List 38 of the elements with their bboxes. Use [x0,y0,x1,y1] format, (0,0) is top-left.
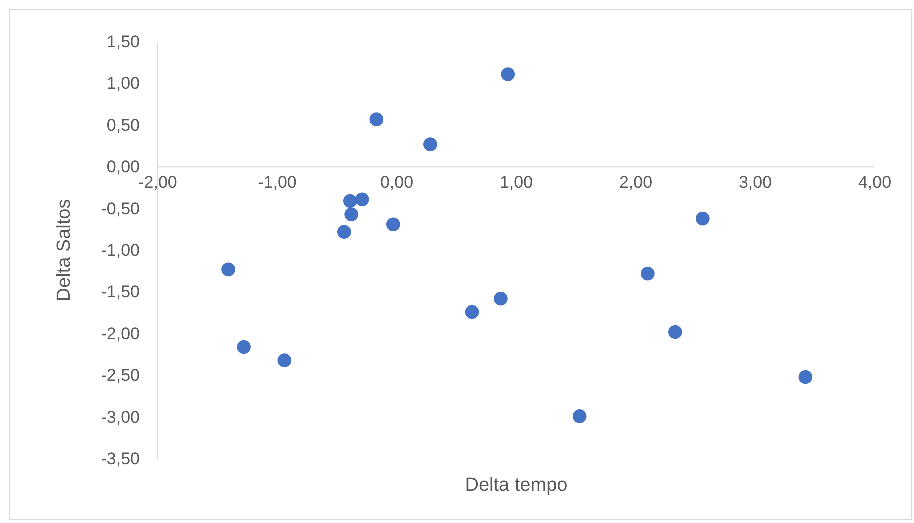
point [641,266,655,281]
x-tick-label: 1,00 [500,173,534,192]
y-tick-label: 1,50 [106,32,140,52]
point [798,370,813,384]
y-tick-label: -1,50 [101,282,140,302]
point [501,68,516,82]
y-tick-label: -3,50 [101,449,140,468]
y-tick-label: -2,00 [101,324,140,344]
point [344,208,358,222]
x-tick-label: 0,00 [380,173,414,192]
y-tick-label: 0,50 [106,116,140,135]
x-axis-title: Delta tempo [465,475,568,496]
point [494,292,508,306]
y-tick-label: 0,00 [106,158,140,177]
point [386,218,400,232]
point [668,325,682,340]
point [424,138,438,152]
y-axis-title: Delta Saltos [54,199,75,302]
point [355,192,370,207]
x-tick-label: -1,00 [258,173,297,192]
point [278,354,292,368]
y-tick-label: -0,50 [101,199,140,218]
point [370,112,384,126]
point [696,212,710,226]
point [338,225,352,240]
y-tick-label: -1,00 [101,240,140,260]
x-tick-label: 4,00 [858,173,892,192]
x-tick-label: 3,00 [738,173,772,192]
x-tick-label: 2,00 [619,173,653,192]
point [222,262,236,277]
point [465,305,480,320]
x-tick-label: -2,00 [138,173,178,192]
y-tick-label: -3,00 [101,408,140,427]
y-tick-label: 1,00 [106,74,140,94]
point [237,340,251,354]
y-tick-label: -2,50 [101,366,140,386]
point [572,410,587,424]
point [343,194,358,208]
